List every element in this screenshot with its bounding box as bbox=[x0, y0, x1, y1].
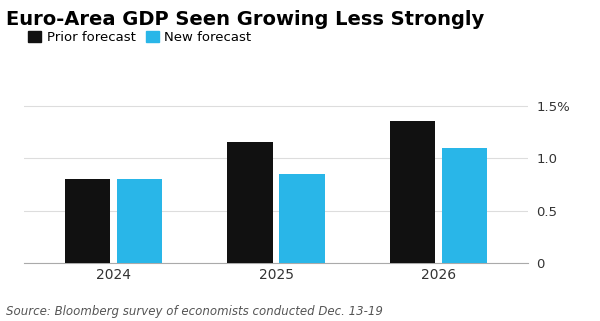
Bar bbox=[116, 179, 162, 263]
Bar bbox=[442, 148, 487, 263]
Legend: Prior forecast, New forecast: Prior forecast, New forecast bbox=[28, 30, 251, 44]
Bar bbox=[279, 174, 325, 263]
Bar bbox=[65, 179, 110, 263]
Bar bbox=[227, 143, 273, 263]
Text: Euro-Area GDP Seen Growing Less Strongly: Euro-Area GDP Seen Growing Less Strongly bbox=[6, 10, 484, 29]
Bar bbox=[390, 121, 436, 263]
Text: Source: Bloomberg survey of economists conducted Dec. 13-19: Source: Bloomberg survey of economists c… bbox=[6, 305, 383, 318]
